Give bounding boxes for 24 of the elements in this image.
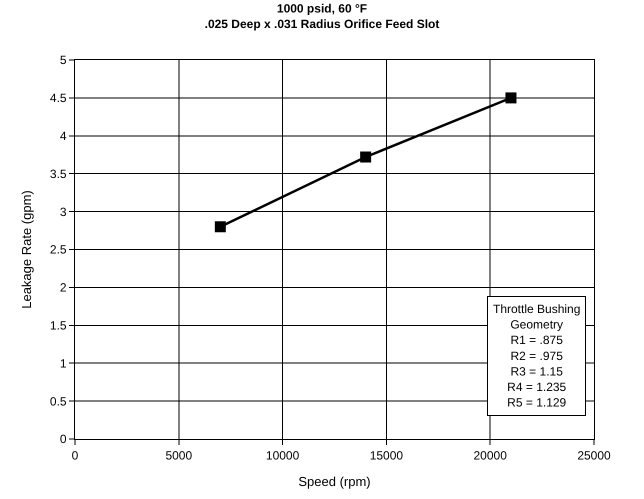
y-tick-label: 2.5 [50,242,67,257]
x-axis-title: Speed (rpm) [298,474,371,489]
point [214,221,226,232]
x-tick-label: 0 [72,448,79,462]
y-tick-label: 3 [60,204,67,219]
y-tick-label: 3.5 [50,166,67,181]
x-tick-label: 25000 [577,448,612,462]
y-axis-title: Leakage Rate (gpm) [18,190,34,309]
x-tick-label: 10000 [266,448,300,462]
y-tick-label: 2 [60,280,67,295]
point [505,92,516,104]
point [360,152,372,163]
x-tick-label: 5000 [165,448,192,462]
chart-title: 1000 psid, 60 °F .025 Deep x .031 Radius Orifice Feed Slot [204,1,440,32]
annotation: Throttle Bushing Geometry R1 = .875 R2 = .975 R3 = 1.15 R4 = 1.235 R5 = 1.129 [493,302,580,410]
y-tick-label: 5 [60,53,67,68]
x-tick-label: 15000 [370,448,404,462]
y-tick-label: 1.5 [50,318,67,332]
y-tick-label: 1 [60,356,67,370]
y-tick-label: 0 [60,432,67,446]
y-tick-label: 4.5 [50,91,67,106]
y-tick-label: 0.5 [50,394,67,408]
y-tick-label: 4 [60,129,67,143]
x-tick-label: 20000 [474,448,508,462]
